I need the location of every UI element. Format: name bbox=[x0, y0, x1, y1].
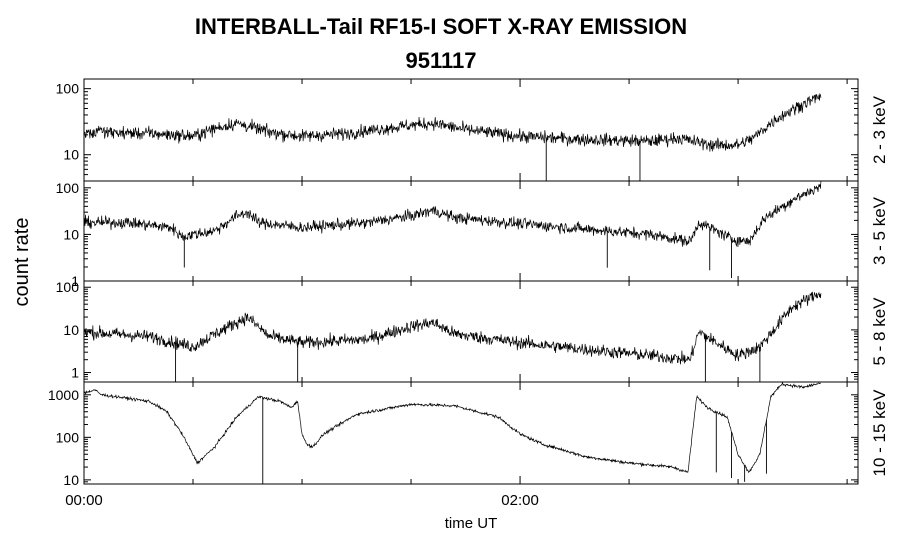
panel-1: 10 100 2 - 3 keV bbox=[56, 78, 889, 182]
x-tick-label: 02:00 bbox=[501, 492, 539, 509]
x-axis-label: time UT bbox=[445, 515, 498, 532]
panel-4: 10 100 1000 10 - 15 keV bbox=[48, 381, 889, 488]
series-line-3 bbox=[83, 291, 822, 365]
y-tick-label: 1000 bbox=[48, 387, 79, 403]
panel-energy-label: 5 - 8 keV bbox=[870, 297, 889, 366]
panel-frame bbox=[83, 381, 859, 485]
series-line-1 bbox=[83, 92, 822, 152]
panel-3: 1 10 100 5 - 8 keV bbox=[56, 279, 889, 383]
y-tick-label: 100 bbox=[56, 429, 80, 445]
y-tick-label: 1 bbox=[71, 273, 79, 289]
y-tick-label: 100 bbox=[56, 279, 80, 295]
y-tick-label: 10 bbox=[63, 472, 79, 488]
y-tick-label: 10 bbox=[63, 147, 79, 163]
y-tick-label: 1 bbox=[71, 365, 79, 381]
y-tick-label: 100 bbox=[56, 81, 80, 97]
panel-energy-label: 10 - 15 keV bbox=[870, 389, 889, 477]
y-tick-label: 10 bbox=[63, 226, 79, 242]
chart-title: INTERBALL-Tail RF15-I SOFT X-RAY EMISSIO… bbox=[195, 14, 687, 39]
panel-frame bbox=[83, 280, 859, 383]
y-axis-label: count rate bbox=[11, 218, 33, 307]
series-line-2 bbox=[83, 180, 822, 248]
panel-2: 1 10 100 3 - 5 keV bbox=[56, 180, 889, 289]
panels-group: 10 100 2 - 3 keV 1 10 100 3 - 5 keV 1 10 100 5 - 8… bbox=[48, 78, 889, 509]
panel-energy-label: 3 - 5 keV bbox=[870, 196, 889, 265]
series-line-4 bbox=[83, 381, 821, 474]
chart-subtitle: 951117 bbox=[406, 48, 477, 73]
y-tick-label: 10 bbox=[63, 322, 79, 338]
y-tick-label: 100 bbox=[56, 180, 80, 196]
x-tick-label: 00:00 bbox=[65, 492, 103, 509]
panel-energy-label: 2 - 3 keV bbox=[870, 95, 889, 164]
